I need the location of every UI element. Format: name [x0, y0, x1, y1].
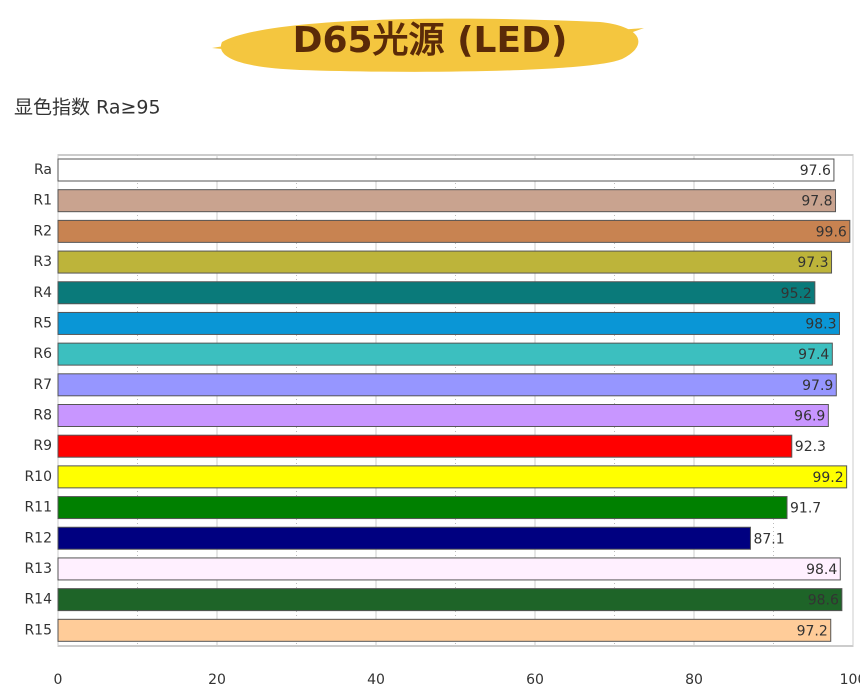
y-tick-label: R7: [33, 377, 52, 393]
bar: [57, 281, 816, 305]
bar: [57, 404, 829, 427]
value-label: 96.9: [794, 409, 825, 425]
value-label: 99.6: [816, 224, 847, 240]
bar: [57, 618, 832, 642]
value-label: 98.6: [808, 593, 839, 609]
y-tick-label: R15: [24, 622, 52, 638]
y-tick-label: R1: [33, 193, 52, 209]
y-tick-label: R13: [24, 561, 52, 577]
bar: [57, 342, 833, 366]
y-tick-label: R2: [33, 223, 52, 239]
title-brush: [220, 18, 639, 72]
bar: [57, 311, 840, 335]
y-tick-label: R11: [24, 500, 52, 516]
value-label: 97.4: [798, 347, 829, 363]
bar: [57, 526, 751, 550]
y-tick-label: R9: [33, 438, 52, 454]
y-tick-label: R3: [33, 254, 52, 270]
x-tick-label: 20: [208, 672, 226, 688]
chart-title: D65光源 (LED): [293, 20, 568, 61]
value-label: 97.8: [801, 194, 832, 210]
bar: [57, 250, 833, 274]
bar: [57, 588, 843, 612]
bar: [57, 557, 841, 581]
bar: [57, 189, 837, 213]
x-tick-label: 60: [526, 672, 544, 688]
value-label: 92.3: [795, 439, 826, 455]
value-label: 97.9: [802, 378, 833, 394]
value-label: 98.4: [806, 562, 837, 578]
bar: [57, 465, 848, 489]
value-label: 97.3: [797, 255, 828, 271]
value-label: 95.2: [781, 286, 812, 302]
chart-subtitle: 显色指数 Ra≥95: [14, 97, 161, 119]
x-tick-label: 100: [840, 672, 860, 688]
value-label: 99.2: [812, 470, 843, 486]
bar: [57, 434, 793, 458]
x-tick-label: 40: [367, 672, 385, 688]
value-label: 97.2: [797, 623, 828, 639]
y-tick-label: R14: [24, 592, 52, 608]
x-tick-label: 0: [54, 672, 63, 688]
y-tick-label: R6: [33, 346, 52, 362]
bar: [57, 373, 837, 397]
y-tick-label: R12: [24, 530, 52, 546]
x-tick-label: 80: [685, 672, 703, 688]
y-tick-label: R10: [24, 469, 52, 485]
bar: [57, 219, 851, 243]
value-label: 98.3: [805, 316, 836, 332]
bar: [57, 158, 835, 182]
y-tick-label: Ra: [34, 162, 52, 178]
y-tick-label: R5: [33, 315, 52, 331]
y-tick-label: R4: [33, 285, 52, 301]
value-label: 87.1: [753, 531, 784, 547]
value-label: 91.7: [790, 501, 821, 517]
y-tick-label: R8: [33, 408, 52, 424]
bar: [57, 496, 788, 520]
value-label: 97.6: [800, 163, 831, 179]
